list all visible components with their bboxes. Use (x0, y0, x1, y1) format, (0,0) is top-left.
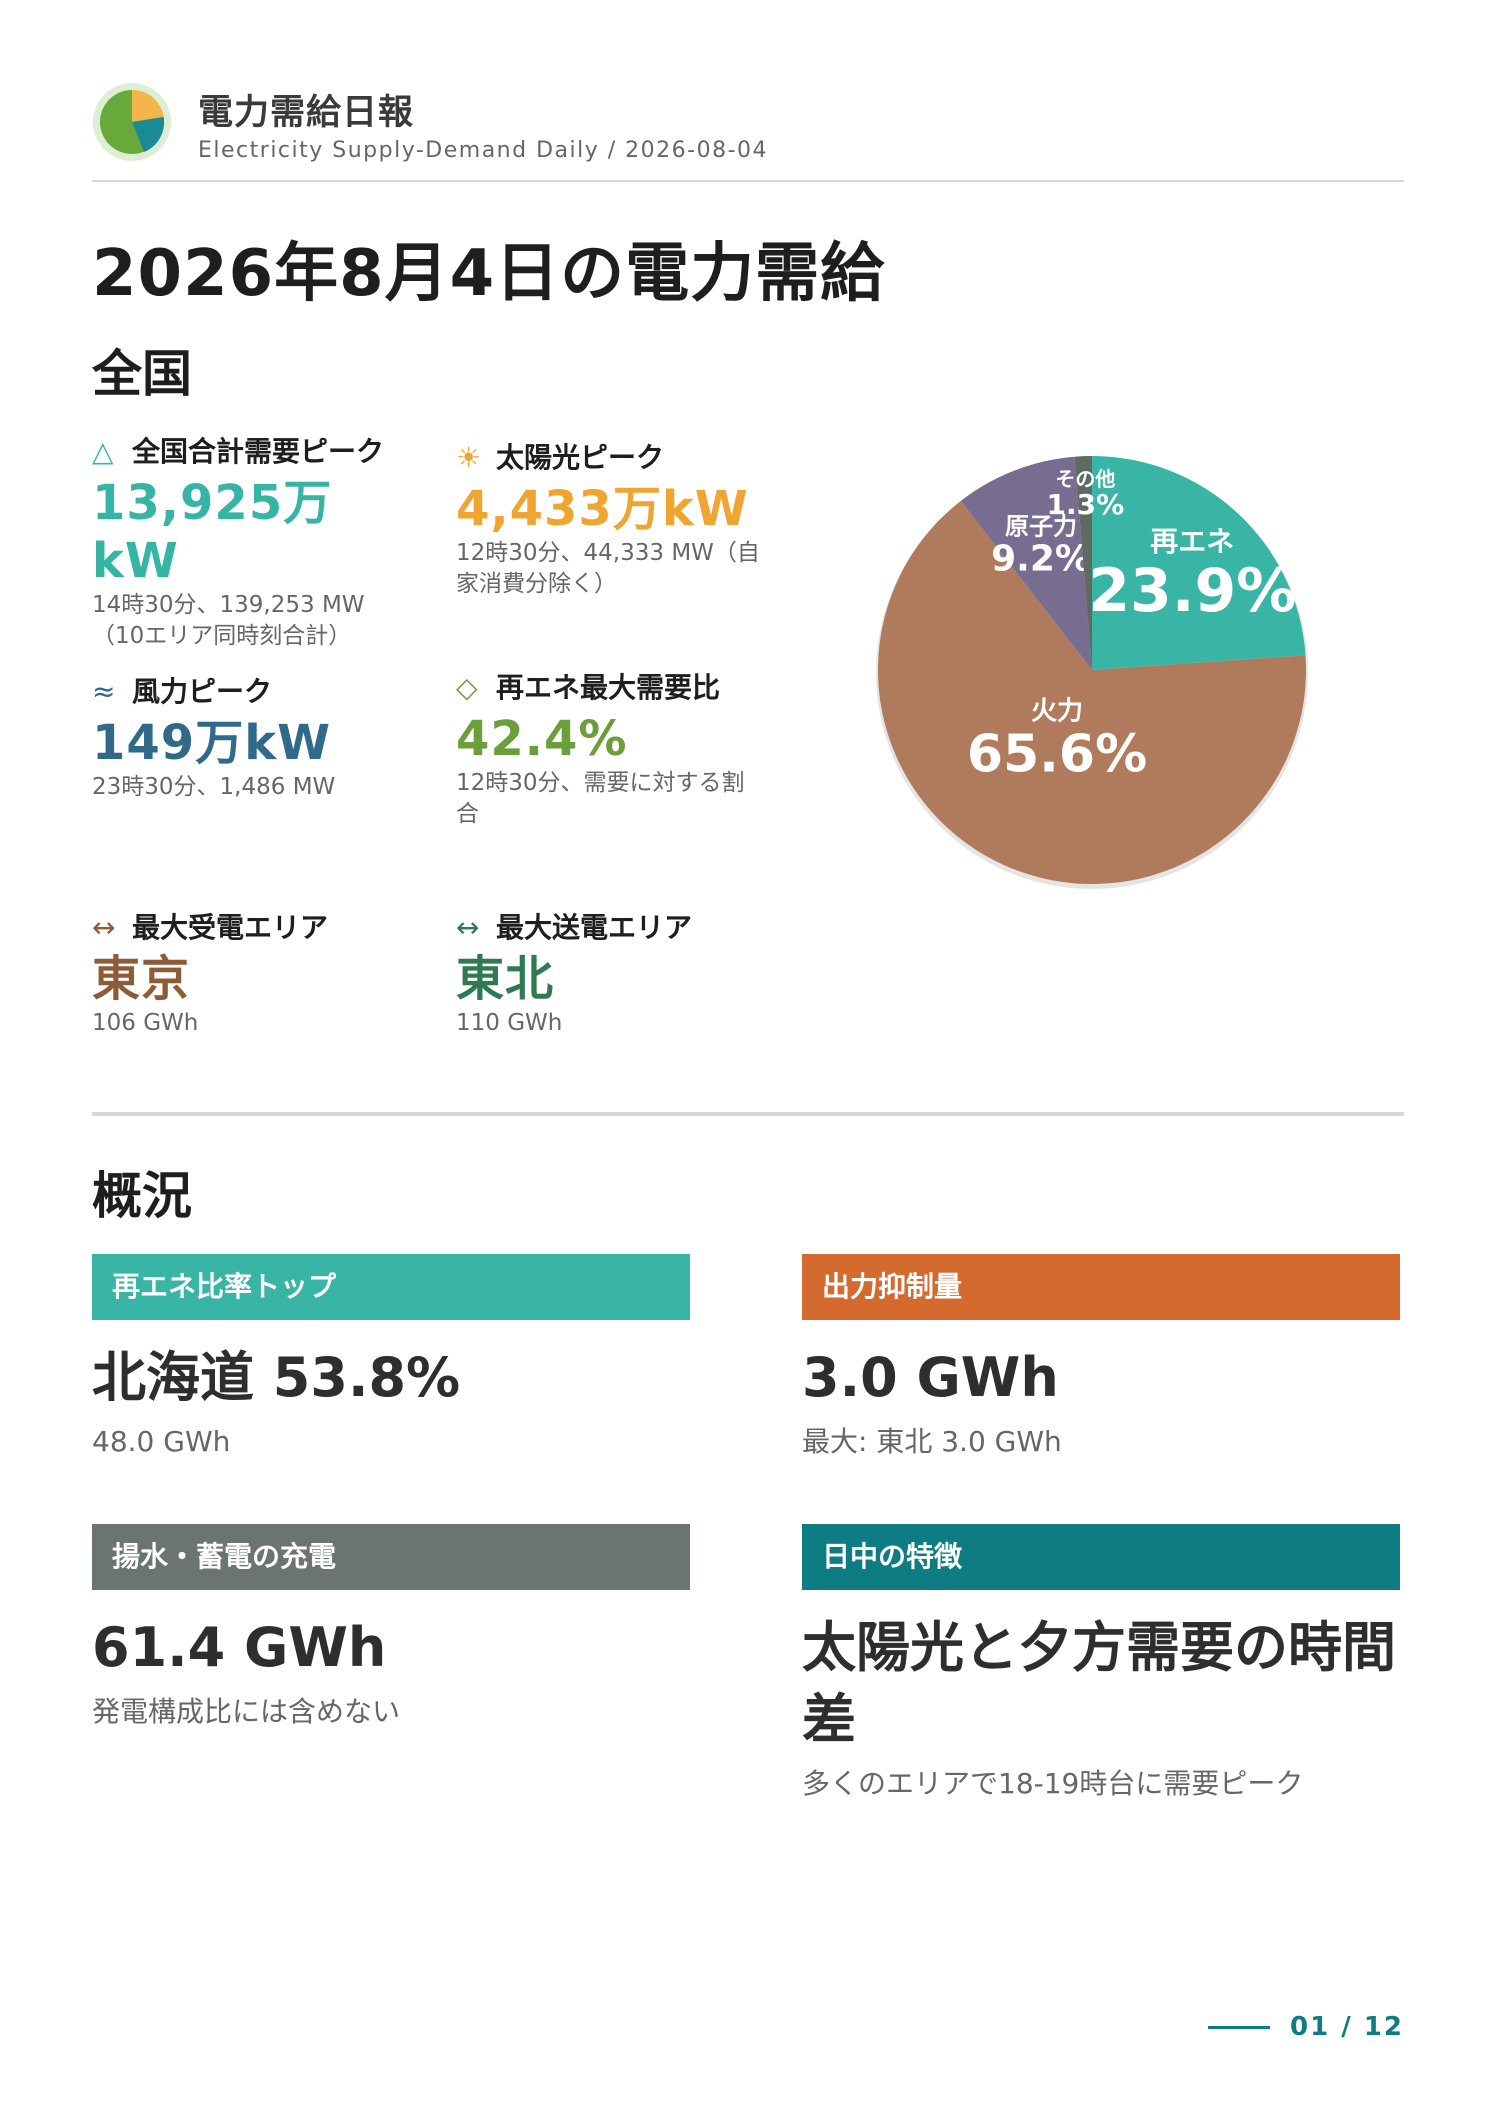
card-storage-charging: 揚水・蓄電の充電 61.4 GWh 発電構成比には含めない (92, 1524, 690, 1732)
kpi-note: 110 GWh (456, 1010, 563, 1036)
kpi-value: 東北 (456, 951, 555, 1007)
kpi-note: 12時30分、44,333 MW（自家消費分除く） (456, 540, 760, 597)
diamond-outline-icon: ◇ (456, 671, 478, 704)
kpi-max-sending-area: ↔ 最大送電エリア 東北 110 GWh (456, 910, 766, 1039)
pie-slice-value: 1.3% (1047, 488, 1125, 521)
card-value: 3.0 GWh (802, 1346, 1059, 1409)
kpi-label: 最大受電エリア (132, 911, 329, 944)
pie-slice-label: 火力 (1031, 697, 1083, 727)
card-daytime-feature: 日中の特徴 太陽光と夕方需要の時間差 多くのエリアで18-19時台に需要ピーク (802, 1524, 1400, 1804)
kpi-label: 再エネ最大需要比 (496, 671, 721, 704)
kpi-renewable-max-ratio: ◇ 再エネ最大需要比 42.4% 12時30分、需要に対する割合 (456, 670, 766, 830)
kpi-label: 最大送電エリア (496, 911, 693, 944)
kpi-value: 4,433万kW (456, 481, 749, 537)
card-title: 出力抑制量 (802, 1254, 1400, 1320)
pie-slice-3 (1074, 456, 1092, 670)
kpi-solar-peak: ☀ 太陽光ピーク 4,433万kW 12時30分、44,333 MW（自家消費分… (456, 440, 766, 600)
exchange-arrows-icon: ↔ (92, 911, 116, 944)
card-curtailment: 出力抑制量 3.0 GWh 最大: 東北 3.0 GWh (802, 1254, 1400, 1462)
kpi-label: 風力ピーク (132, 675, 273, 708)
kpi-demand-peak: △ 全国合計需要ピーク 13,925万kW 14時30分、139,253 MW（… (92, 434, 402, 652)
app-logo (93, 83, 171, 161)
kpi-wind-peak: ≈ 風力ピーク 149万kW 23時30分、1,486 MW (92, 674, 402, 803)
kpi-note: 14時30分、139,253 MW（10エリア同時刻合計） (92, 592, 365, 649)
card-note: 最大: 東北 3.0 GWh (802, 1425, 1062, 1458)
triangle-outline-icon: △ (92, 435, 114, 468)
pie-slice-label: 原子力 (1005, 513, 1077, 541)
pie-slice-1 (878, 500, 1306, 885)
kpi-max-receiving-area: ↔ 最大受電エリア 東京 106 GWh (92, 910, 402, 1039)
kpi-note: 106 GWh (92, 1010, 199, 1036)
card-value: 北海道 53.8% (92, 1346, 461, 1409)
pie-slice-0 (1092, 456, 1306, 670)
kpi-value: 13,925万kW (92, 475, 333, 589)
page-title: 2026年8月4日の電力需給 (92, 237, 886, 311)
card-title: 日中の特徴 (802, 1524, 1400, 1590)
national-section-title: 全国 (92, 345, 192, 403)
sun-icon: ☀ (456, 441, 482, 474)
page-footer: 01 / 12 (1208, 2012, 1404, 2042)
footer-line (1208, 2025, 1271, 2029)
overview-section-title: 概況 (92, 1167, 192, 1225)
card-renewable-top: 再エネ比率トップ 北海道 53.8% 48.0 GWh (92, 1254, 690, 1462)
kpi-value: 42.4% (456, 711, 628, 767)
card-note: 48.0 GWh (92, 1425, 231, 1458)
card-title: 再エネ比率トップ (92, 1254, 690, 1320)
section-divider (92, 1112, 1404, 1116)
app-subtitle: Electricity Supply-Demand Daily / 2026-0… (198, 138, 769, 163)
app-title: 電力需給日報 (198, 93, 415, 133)
page-number: 01 / 12 (1290, 2012, 1404, 2042)
wind-icon: ≈ (92, 675, 116, 708)
kpi-note: 23時30分、1,486 MW (92, 774, 336, 800)
pie-slice-label: その他 (1055, 467, 1115, 491)
report-header: 電力需給日報 Electricity Supply-Demand Daily /… (92, 82, 1404, 182)
kpi-value: 149万kW (92, 715, 332, 771)
kpi-label: 全国合計需要ピーク (132, 435, 385, 468)
card-value: 61.4 GWh (92, 1616, 387, 1679)
pie-slice-value: 65.6% (967, 725, 1147, 785)
kpi-label: 太陽光ピーク (496, 441, 665, 474)
card-note: 発電構成比には含めない (92, 1695, 401, 1728)
pie-slice-label: 再エネ (1150, 525, 1234, 558)
kpi-value: 東京 (92, 951, 191, 1007)
exchange-arrows-icon: ↔ (456, 911, 480, 944)
kpi-note: 12時30分、需要に対する割合 (456, 770, 745, 827)
card-note: 多くのエリアで18-19時台に需要ピーク (802, 1767, 1304, 1800)
pie-slice-2 (960, 456, 1092, 670)
card-title: 揚水・蓄電の充電 (92, 1524, 690, 1590)
card-value: 太陽光と夕方需要の時間差 (802, 1616, 1396, 1751)
pie-slice-value: 9.2% (991, 539, 1091, 580)
pie-slice-value: 23.9% (1088, 556, 1296, 626)
